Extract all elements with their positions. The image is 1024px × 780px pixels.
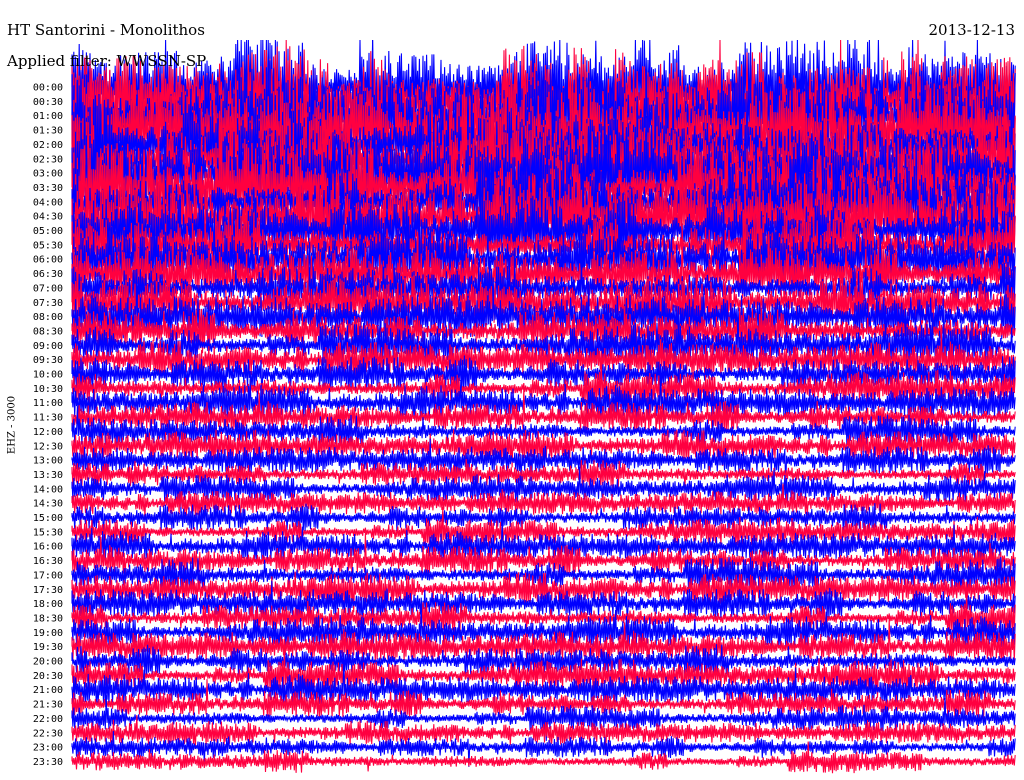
trace-line-2200 — [71, 695, 1016, 741]
time-labels: 00:00 00:30 01:00 01:30 02:00 02:30 03:00 03:30… — [33, 83, 63, 768]
time-label-0800: 08:00 — [33, 312, 63, 323]
trace-line-0930 — [71, 331, 1016, 397]
time-label-0000: 00:00 — [33, 83, 63, 94]
seismic-traces — [71, 39, 1016, 774]
trace-line-1730 — [71, 571, 1016, 622]
time-label-1130: 11:30 — [33, 413, 63, 424]
time-label-1900: 19:00 — [33, 628, 63, 639]
time-label-2030: 20:30 — [33, 671, 63, 682]
time-label-2230: 22:30 — [33, 728, 63, 739]
trace-line-1030 — [71, 356, 1016, 418]
trace-line-0600 — [71, 199, 1016, 293]
time-label-1800: 18:00 — [33, 599, 63, 610]
time-label-0130: 01:30 — [33, 126, 63, 137]
time-label-1000: 10:00 — [33, 370, 63, 381]
time-label-1930: 19:30 — [33, 642, 63, 653]
time-label-0700: 07:00 — [33, 283, 63, 294]
filter-label: Applied filter: WWSSN-SP — [7, 52, 207, 70]
trace-line-1100 — [71, 368, 1016, 422]
time-label-0430: 04:30 — [33, 212, 63, 223]
time-label-2200: 22:00 — [33, 714, 63, 725]
trace-line-2000 — [71, 644, 1016, 680]
time-label-1430: 14:30 — [33, 499, 63, 510]
time-label-0830: 08:30 — [33, 326, 63, 337]
time-label-1500: 15:00 — [33, 513, 63, 524]
date-label: 2013-12-13 — [928, 21, 1015, 39]
time-label-1330: 13:30 — [33, 470, 63, 481]
time-label-0730: 07:30 — [33, 298, 63, 309]
trace-line-0900 — [71, 310, 1016, 384]
trace-line-1600 — [71, 516, 1016, 563]
time-label-1530: 15:30 — [33, 527, 63, 538]
time-label-1030: 10:30 — [33, 384, 63, 395]
trace-line-2030 — [71, 646, 1016, 702]
trace-line-1500 — [71, 503, 1016, 543]
time-label-0330: 03:30 — [33, 183, 63, 194]
trace-line-1200 — [71, 406, 1016, 460]
time-label-2300: 23:00 — [33, 743, 63, 754]
time-label-0030: 00:30 — [33, 97, 63, 108]
time-label-1730: 17:30 — [33, 585, 63, 596]
time-label-0200: 02:00 — [33, 140, 63, 151]
time-label-0530: 05:30 — [33, 240, 63, 251]
trace-line-2230 — [71, 714, 1016, 756]
trace-line-1130 — [71, 387, 1016, 441]
time-label-1830: 18:30 — [33, 613, 63, 624]
time-label-2330: 23:30 — [33, 757, 63, 768]
time-label-0630: 06:30 — [33, 269, 63, 280]
time-label-2100: 21:00 — [33, 685, 63, 696]
time-label-0500: 05:00 — [33, 226, 63, 237]
trace-line-1330 — [71, 458, 1016, 489]
time-label-1230: 12:30 — [33, 441, 63, 452]
trace-line-1800 — [71, 580, 1016, 632]
time-label-1630: 16:30 — [33, 556, 63, 567]
time-label-0900: 09:00 — [33, 341, 63, 352]
trace-line-2300 — [71, 730, 1016, 767]
trace-line-1830 — [71, 590, 1016, 635]
time-label-1600: 16:00 — [33, 542, 63, 553]
time-label-1200: 12:00 — [33, 427, 63, 438]
time-label-0600: 06:00 — [33, 255, 63, 266]
time-label-0300: 03:00 — [33, 169, 63, 180]
trace-line-2130 — [71, 679, 1016, 719]
time-label-1700: 17:00 — [33, 570, 63, 581]
station-title: HT Santorini - Monolithos — [7, 21, 205, 39]
trace-line-2100 — [71, 659, 1016, 713]
trace-line-1230 — [71, 429, 1016, 476]
trace-line-0830 — [71, 306, 1016, 355]
trace-line-1400 — [71, 466, 1016, 514]
trace-line-2330 — [71, 741, 1016, 774]
time-label-1100: 11:00 — [33, 398, 63, 409]
time-label-1300: 13:00 — [33, 456, 63, 467]
time-label-0400: 04:00 — [33, 197, 63, 208]
time-label-1400: 14:00 — [33, 484, 63, 495]
time-label-0230: 02:30 — [33, 154, 63, 165]
trace-line-1630 — [71, 532, 1016, 577]
channel-label: EHZ - 3000 — [6, 395, 18, 455]
trace-line-1300 — [71, 438, 1016, 487]
trace-line-1900 — [71, 606, 1016, 650]
time-label-0930: 09:30 — [33, 355, 63, 366]
time-label-0100: 01:00 — [33, 111, 63, 122]
time-label-2000: 20:00 — [33, 657, 63, 668]
trace-line-1930 — [71, 617, 1016, 680]
trace-line-1430 — [71, 483, 1016, 529]
time-label-2130: 21:30 — [33, 700, 63, 711]
